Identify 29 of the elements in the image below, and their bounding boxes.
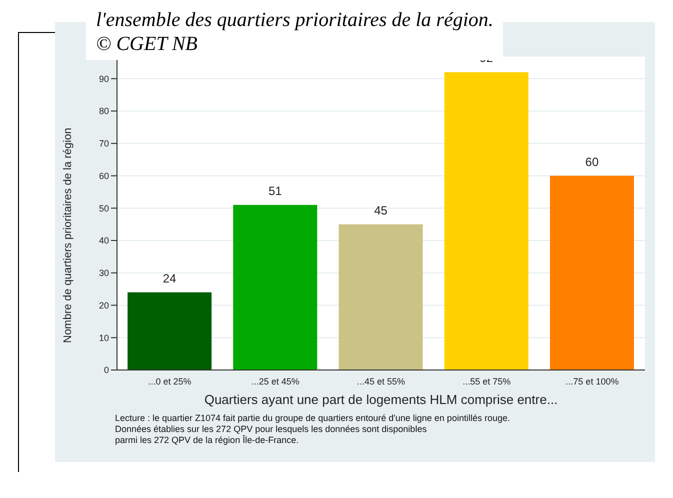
x-tick-label: ...45 et 55% [356, 376, 406, 386]
x-tick-label: ...75 et 100% [566, 376, 619, 386]
bar [128, 292, 212, 370]
y-tick-label: 20 [98, 300, 109, 310]
bar [550, 176, 634, 370]
x-tick-label: ...0 et 25% [148, 376, 192, 386]
y-tick-label: 0 [104, 365, 109, 376]
data-label: 45 [374, 203, 388, 218]
bar [338, 224, 423, 370]
bar [233, 204, 318, 370]
data-label: 60 [585, 154, 599, 169]
text: Lecture : le quartier Z1074 fait partie du groupe de quartiers entouré d'une ligne en pointillés rouge. Données établies sur les 272 QPV pour lesquels les données sont disponibles parmi les 272 QPV de la région Île-de-France. [115, 413, 511, 446]
y-tick-label: 30 [98, 268, 109, 278]
x-tick-label: ...55 et 75% [462, 376, 511, 386]
bar [444, 72, 528, 370]
y-tick-label: 50 [98, 203, 109, 214]
y-tick-label: 60 [98, 170, 109, 181]
y-tick-label: 70 [98, 138, 109, 149]
y-tick-label: 80 [98, 106, 109, 116]
x-tick-label: ...25 et 45% [251, 376, 300, 386]
data-label: 51 [268, 184, 282, 198]
y-axis-title: Nombre de quartiers prioritaires de la région [62, 128, 74, 343]
y-tick-label: 40 [98, 236, 109, 246]
x-axis-title: Quartiers ayant une part de logements HLM comprise entre... [203, 392, 559, 407]
y-tick-label: 10 [98, 332, 109, 343]
text: l'ensemble des quartiers prioritaires de la région. [96, 8, 494, 32]
data-label: 24 [162, 271, 177, 286]
text: © CGET NB [96, 33, 198, 55]
y-tick-label: 90 [98, 74, 109, 84]
